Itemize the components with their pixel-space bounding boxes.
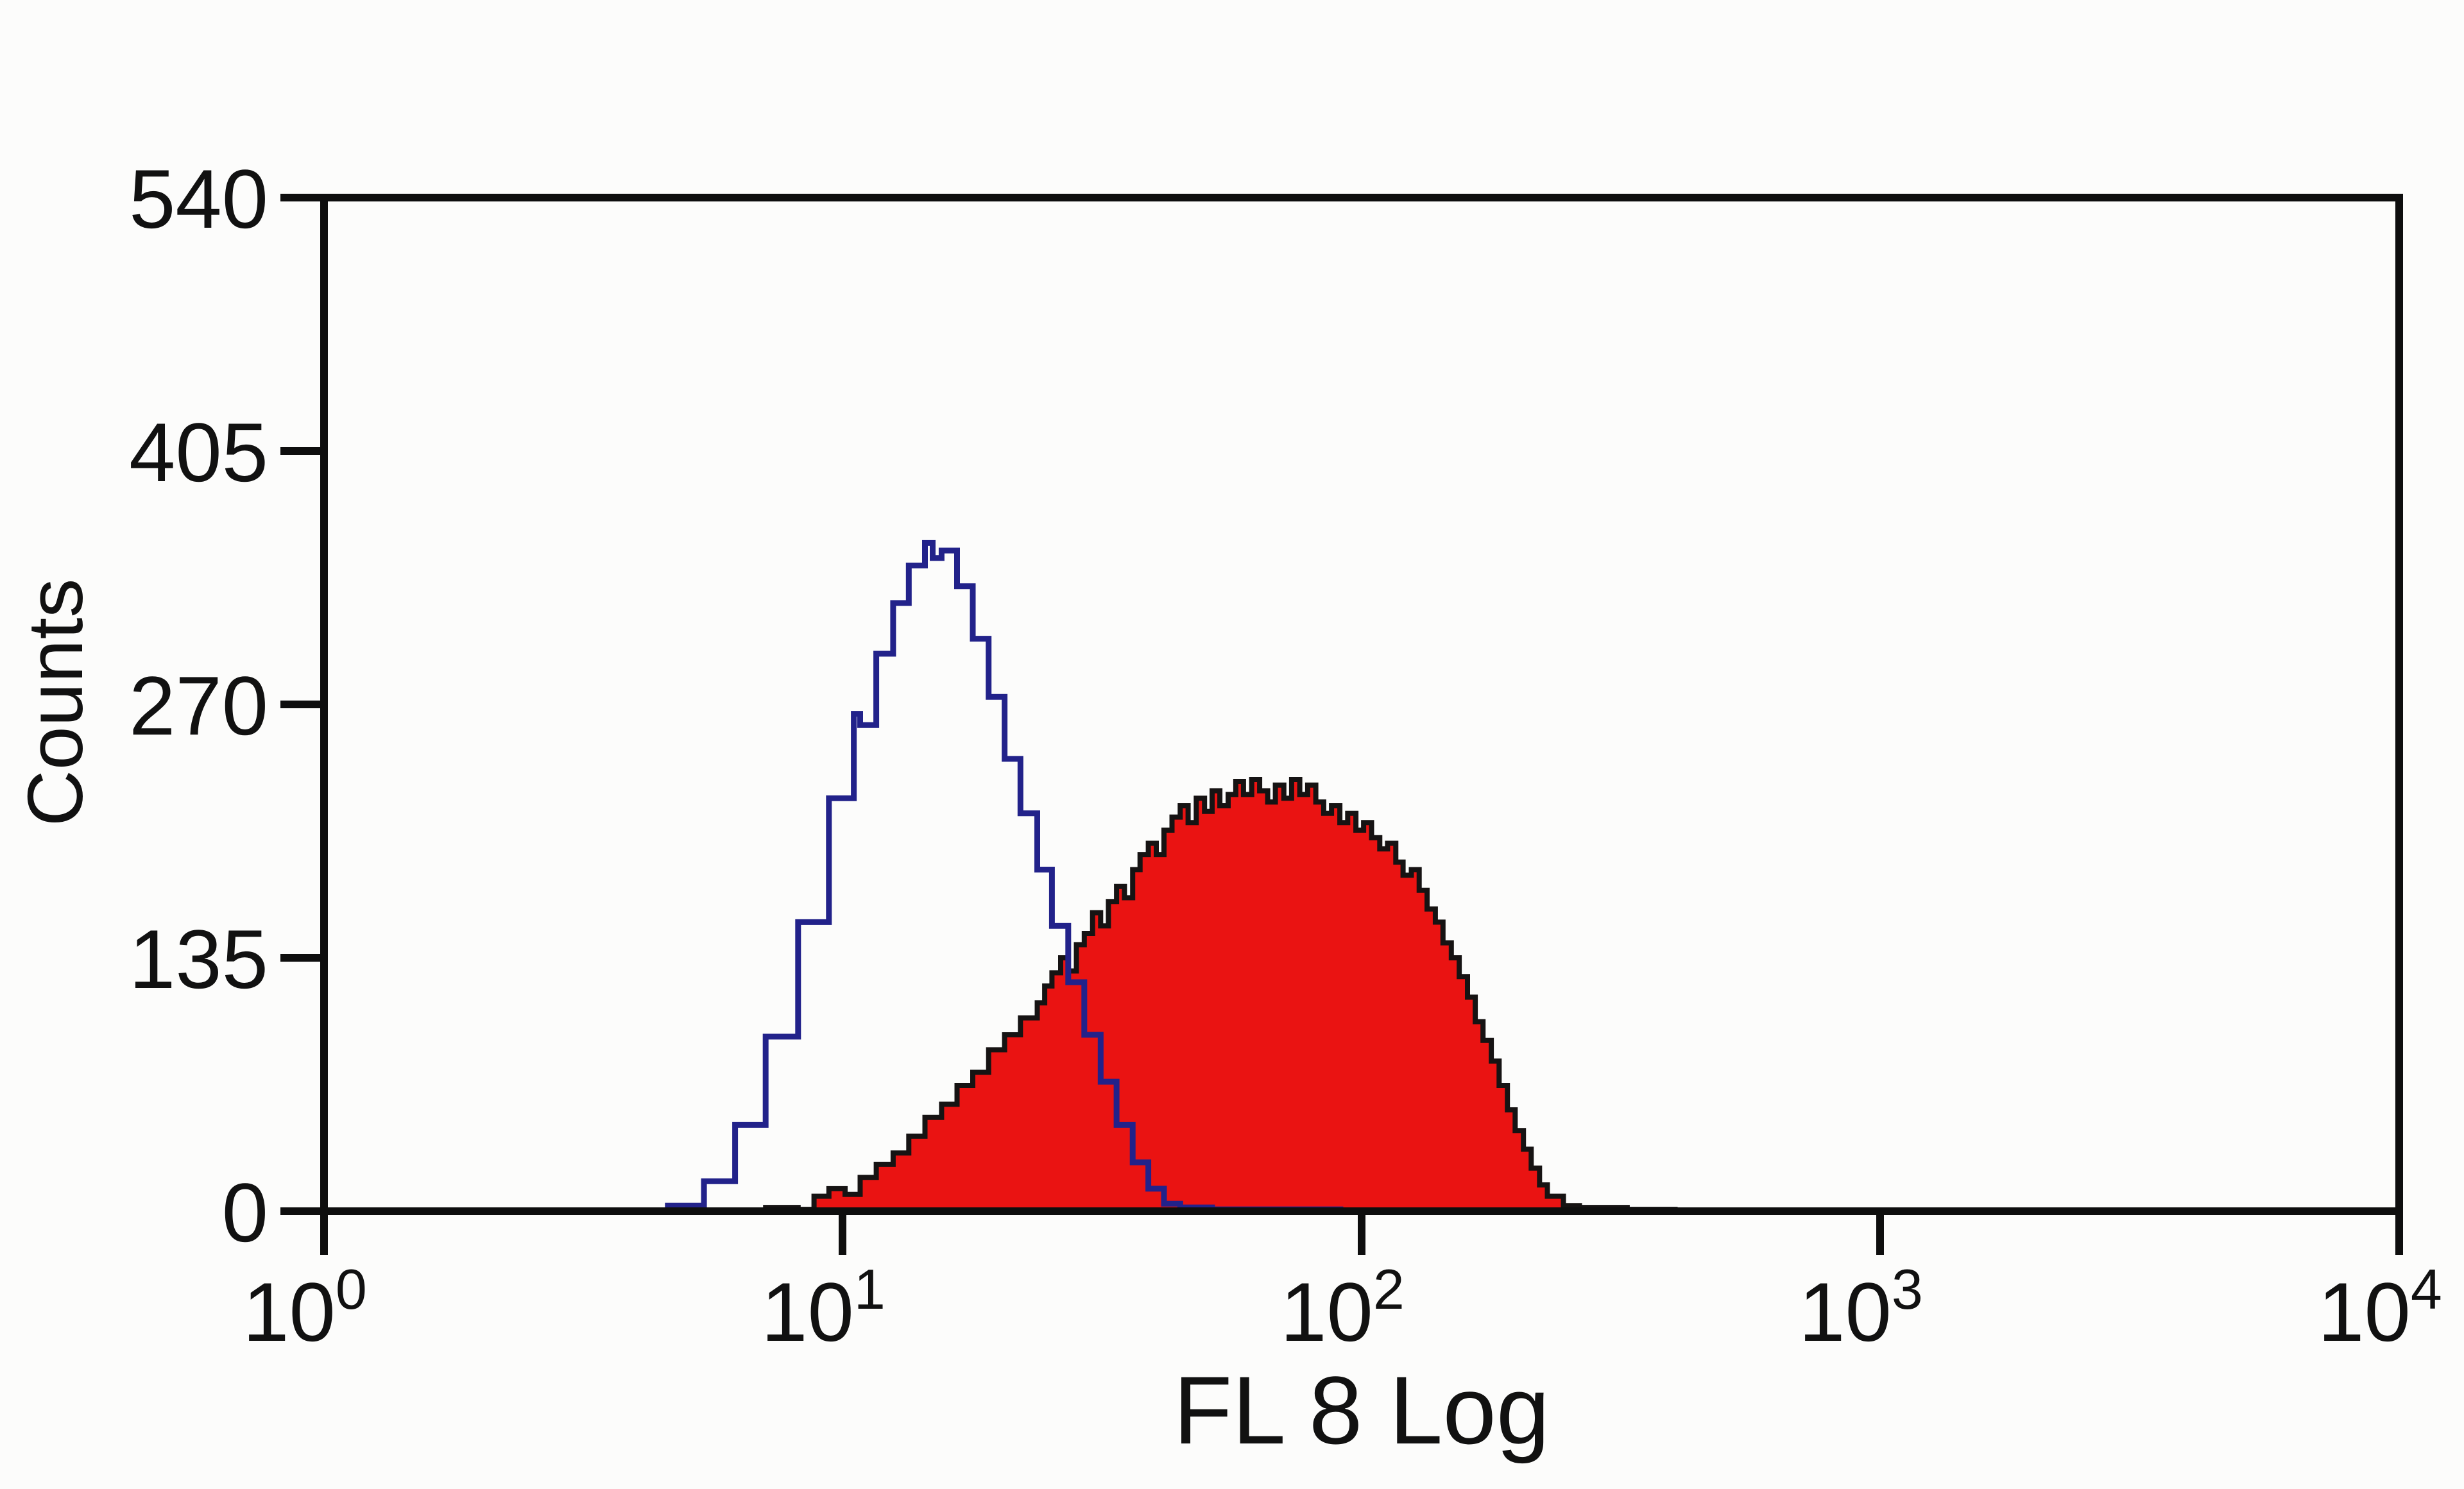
curves-layer bbox=[599, 540, 1715, 1214]
x-tick-base: 10 bbox=[761, 1265, 854, 1359]
y-tick-label: 405 bbox=[129, 405, 268, 499]
x-tick-base: 10 bbox=[1280, 1265, 1373, 1359]
x-tick-exponent: 3 bbox=[1892, 1257, 1923, 1321]
y-tick-label: 0 bbox=[222, 1166, 268, 1259]
x-tick-label: 101 bbox=[761, 1257, 886, 1359]
y-tick-label: 135 bbox=[129, 912, 268, 1006]
x-tick-label: 103 bbox=[1799, 1257, 1923, 1359]
x-tick-exponent: 4 bbox=[2411, 1257, 2442, 1321]
x-tick-base: 10 bbox=[243, 1265, 336, 1359]
sample-histogram-fill bbox=[742, 779, 1715, 1211]
x-tick-base: 10 bbox=[1799, 1265, 1892, 1359]
x-tick-base: 10 bbox=[2318, 1265, 2411, 1359]
x-tick-exponent: 0 bbox=[336, 1257, 367, 1321]
y-tick-label: 540 bbox=[129, 152, 268, 246]
control-histogram-outline bbox=[599, 540, 1344, 1214]
x-axis-title: FL 8 Log bbox=[1174, 1356, 1550, 1464]
x-tick-exponent: 2 bbox=[1373, 1257, 1405, 1321]
x-tick-exponent: 1 bbox=[854, 1257, 886, 1321]
y-axis-title: Counts bbox=[12, 579, 99, 827]
y-tick-label: 270 bbox=[129, 659, 268, 753]
y-tick-labels: 540 405 270 135 0 bbox=[129, 152, 268, 1259]
x-tick-labels: 100 101 102 103 104 bbox=[243, 1257, 2442, 1359]
x-tick-label: 102 bbox=[1280, 1257, 1405, 1359]
x-tick-label: 104 bbox=[2318, 1257, 2442, 1359]
sample-histogram-outline bbox=[742, 777, 1715, 1214]
x-tick-label: 100 bbox=[243, 1257, 367, 1359]
axes-layer bbox=[280, 194, 2403, 1255]
